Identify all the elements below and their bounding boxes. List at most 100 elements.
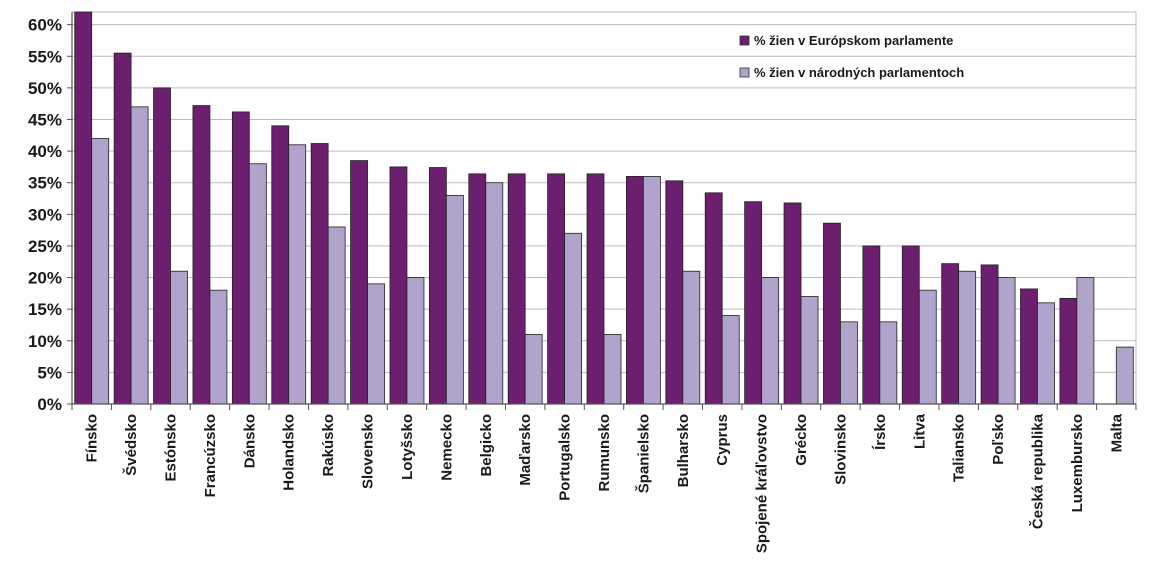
- bar-national-parliament: [367, 283, 385, 405]
- bar-eu-parliament: [350, 160, 368, 405]
- x-category-label: Švédsko: [122, 414, 140, 476]
- legend-swatch-national-parliaments: [739, 67, 750, 78]
- bar-national-parliament: [603, 334, 622, 405]
- x-category-label: Holandsko: [281, 414, 298, 491]
- legend: % žien v Európskom parlamente % žien v n…: [739, 33, 964, 80]
- y-tick-label: 40%: [28, 142, 62, 161]
- bar-national-parliament: [800, 296, 819, 405]
- x-category-label: Portugalsko: [557, 414, 574, 501]
- x-category-label: Estónsko: [163, 414, 180, 482]
- bar-national-parliament: [485, 182, 504, 405]
- y-tick-label: 5%: [37, 363, 62, 382]
- y-tick-label: 60%: [28, 16, 62, 35]
- x-category-label: Poľsko: [990, 414, 1007, 465]
- bar-eu-parliament: [704, 192, 723, 405]
- bar-eu-parliament: [271, 125, 290, 405]
- x-category-label: Nemecko: [438, 414, 455, 481]
- bar-national-parliament: [761, 277, 780, 405]
- bar-eu-parliament: [113, 52, 132, 405]
- bar-eu-parliament: [862, 245, 881, 405]
- x-category-label: Maďarsko: [517, 414, 534, 486]
- x-category-label: Taliansko: [951, 414, 968, 482]
- bar-national-parliament: [997, 277, 1016, 405]
- y-tick-label: 25%: [28, 237, 62, 256]
- bar-eu-parliament: [783, 202, 802, 405]
- bar-national-parliament: [564, 232, 582, 405]
- bar-national-parliament: [327, 226, 346, 405]
- bar-eu-parliament: [665, 180, 684, 405]
- bar-national-parliament: [445, 194, 464, 405]
- x-category-label: Dánsko: [241, 414, 258, 468]
- bar-national-parliament: [643, 175, 661, 405]
- bar-eu-parliament: [428, 167, 447, 405]
- bar-eu-parliament: [547, 173, 565, 405]
- x-category-label: Česká republika: [1028, 413, 1046, 529]
- bar-eu-parliament: [310, 143, 329, 405]
- x-category-label: Slovinsko: [832, 414, 849, 485]
- bar-eu-parliament: [468, 173, 487, 405]
- bar-national-parliament: [1115, 346, 1134, 405]
- axes: [71, 12, 1137, 410]
- x-category-label: Slovensko: [360, 414, 377, 489]
- bar-national-parliament: [170, 270, 188, 405]
- legend-label-national-parliaments: % žien v národných parlamentoch: [754, 65, 964, 80]
- bar-national-parliament: [682, 270, 701, 405]
- bar-national-parliament: [1037, 302, 1055, 405]
- bar-national-parliament: [248, 163, 267, 405]
- bar-eu-parliament: [626, 175, 644, 405]
- bar-national-parliament: [288, 144, 307, 405]
- bar-national-parliament: [130, 106, 149, 405]
- x-category-label: Francúzsko: [202, 414, 219, 497]
- bar-national-parliament: [721, 315, 740, 405]
- bar-eu-parliament: [1020, 288, 1038, 405]
- bar-national-parliament: [918, 289, 937, 405]
- x-category-label: Bulharsko: [675, 414, 692, 487]
- bar-eu-parliament: [980, 264, 999, 405]
- x-category-label: Lotyšsko: [399, 414, 416, 480]
- x-category-label: Grécko: [793, 414, 810, 466]
- bar-national-parliament: [958, 270, 977, 405]
- bar-national-parliament: [91, 138, 110, 405]
- bar-national-parliament: [840, 321, 858, 405]
- x-category-label: Malta: [1108, 413, 1125, 452]
- y-tick-label: 55%: [28, 47, 62, 66]
- x-category-labels: Fínsko Švédsko Estónsko Francúzsko Dánsko Hol…: [84, 413, 1126, 553]
- x-category-label: Spojené kráľovstvo: [754, 414, 771, 553]
- y-tick-label: 20%: [28, 269, 62, 288]
- bar-eu-parliament: [231, 111, 250, 405]
- bar-national-parliament: [406, 277, 425, 405]
- bars: [74, 11, 1134, 405]
- y-tick-labels: 0% 5% 10% 15% 20% 25% 30% 35% 40% 45% 50% 55% 60%: [28, 16, 62, 414]
- bar-eu-parliament: [941, 263, 960, 405]
- y-tick-label: 0%: [37, 395, 62, 414]
- bar-eu-parliament: [1059, 298, 1078, 405]
- x-category-label: Rumunsko: [596, 414, 613, 492]
- x-category-label: Litva: [911, 413, 928, 449]
- legend-label-eu-parliament: % žien v Európskom parlamente: [754, 33, 953, 48]
- x-category-label: Španielsko: [634, 414, 652, 493]
- bar-eu-parliament: [507, 173, 526, 405]
- legend-swatch-eu-parliament: [739, 35, 750, 46]
- bar-eu-parliament: [153, 87, 171, 405]
- x-category-label: Fínsko: [84, 414, 101, 462]
- x-category-label: Belgicko: [478, 414, 495, 477]
- y-tick-label: 15%: [28, 300, 62, 319]
- y-tick-label: 35%: [28, 174, 62, 193]
- y-tick-label: 45%: [28, 110, 62, 129]
- bar-eu-parliament: [389, 166, 408, 405]
- bar-national-parliament: [879, 321, 898, 405]
- y-tick-label: 30%: [28, 205, 62, 224]
- bar-eu-parliament: [744, 201, 763, 405]
- bar-eu-parliament: [586, 173, 605, 405]
- bar-eu-parliament: [823, 222, 841, 405]
- x-category-label: Cyprus: [714, 414, 731, 466]
- y-tick-label: 50%: [28, 79, 62, 98]
- bar-eu-parliament: [74, 11, 93, 405]
- bar-national-parliament: [524, 334, 543, 405]
- bar-eu-parliament: [192, 105, 211, 405]
- x-category-label: Írsko: [872, 414, 889, 450]
- bar-national-parliament: [209, 289, 228, 405]
- x-category-label: Rakúsko: [320, 414, 337, 477]
- y-tick-label: 10%: [28, 332, 62, 351]
